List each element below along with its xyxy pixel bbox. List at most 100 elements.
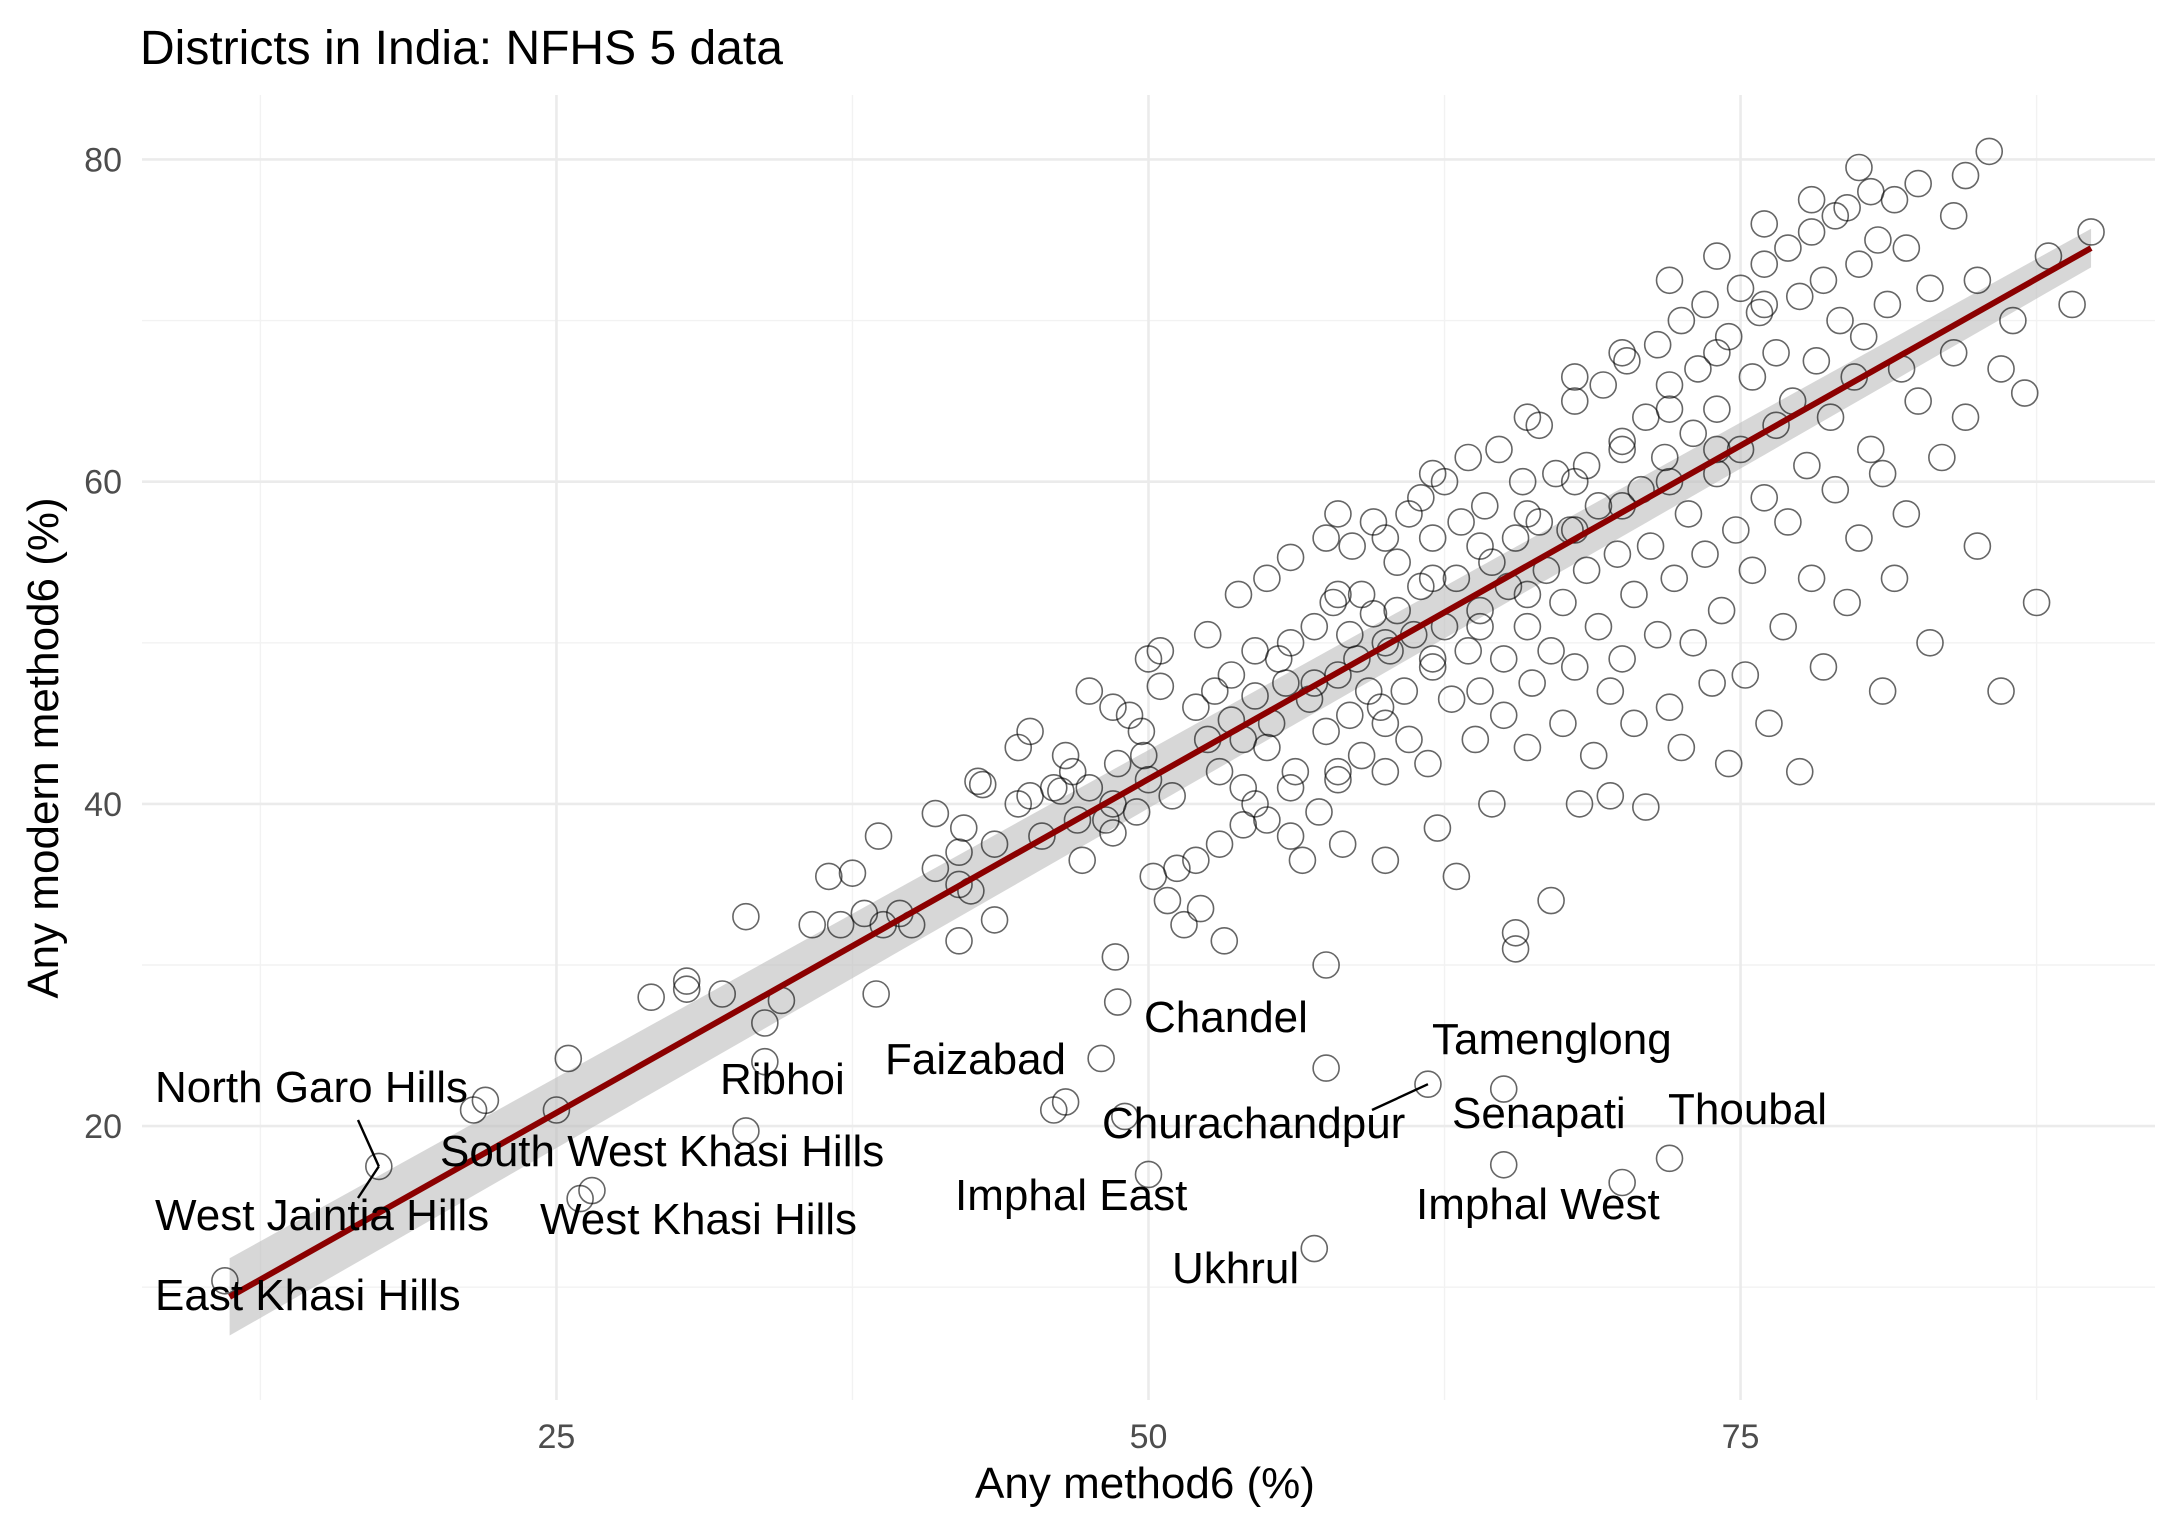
data-point (1513, 733, 1542, 762)
data-point (751, 1009, 779, 1037)
data-point (1987, 355, 2015, 383)
data-point (1319, 588, 1348, 617)
data-point (1371, 846, 1400, 875)
data-point (1466, 677, 1494, 705)
data-point (1276, 543, 1305, 572)
data-point (1418, 524, 1447, 552)
data-point (1205, 757, 1234, 786)
data-point (1359, 599, 1388, 628)
data-point (1963, 266, 1992, 295)
data-point (1560, 467, 1589, 496)
data-point (1916, 628, 1944, 657)
data-point (1774, 508, 1802, 536)
data-point (1608, 645, 1636, 673)
data-point (2058, 290, 2086, 319)
data-point (1437, 685, 1466, 713)
data-point (1939, 202, 1968, 230)
data-point (1857, 435, 1885, 464)
data-point (1608, 435, 1636, 464)
data-point (1501, 524, 1530, 552)
data-point (1371, 709, 1400, 738)
data-point (1087, 1044, 1115, 1073)
data-point (1103, 988, 1132, 1016)
data-point (1414, 1070, 1442, 1099)
data-point (1253, 806, 1281, 834)
data-point (1750, 250, 1779, 278)
data-point (1620, 580, 1648, 609)
data-point (1288, 846, 1317, 875)
data-point (1745, 298, 1774, 327)
data-point (1916, 274, 1944, 303)
leader-line (356, 1165, 380, 1199)
data-point (1679, 419, 1707, 448)
chart-title: Districts in India: NFHS 5 data (140, 22, 783, 75)
data-point (1632, 403, 1660, 432)
data-point (1418, 564, 1447, 593)
data-point (1703, 242, 1731, 270)
data-point (1193, 620, 1222, 649)
data-point (459, 1096, 488, 1124)
data-point (1904, 169, 1932, 198)
data-point (1797, 218, 1826, 246)
data-point (1975, 137, 2004, 166)
data-point (1584, 492, 1613, 520)
data-point (1880, 564, 1909, 593)
data-point (1016, 717, 1044, 746)
data-point (1542, 459, 1570, 488)
data-point (1774, 234, 1802, 262)
data-point (1324, 757, 1352, 786)
point-label: West Jaintia Hills (155, 1191, 489, 1240)
data-point (1343, 645, 1371, 673)
data-point (1281, 757, 1310, 786)
data-point (1489, 1075, 1518, 1103)
data-point (1987, 677, 2015, 705)
data-point (1414, 749, 1442, 778)
data-points (211, 137, 2105, 1295)
data-point (1466, 612, 1494, 641)
data-point (1039, 773, 1068, 802)
data-point (1241, 682, 1269, 710)
data-point (1845, 250, 1873, 278)
data-point (1229, 811, 1258, 839)
data-point (798, 910, 827, 939)
data-point (1802, 347, 1831, 375)
data-point (1722, 516, 1750, 544)
data-point (1485, 435, 1513, 464)
data-point (1158, 782, 1186, 810)
data-point (1241, 637, 1269, 665)
data-point (1769, 612, 1797, 641)
data-point (211, 1266, 239, 1295)
data-point (1655, 371, 1684, 399)
point-label: Tamenglong (1432, 1015, 1672, 1064)
data-point (1707, 596, 1736, 625)
data-point (814, 862, 843, 891)
data-point (949, 814, 978, 842)
data-point (1051, 1088, 1080, 1116)
x-axis-ticks: 25 50 75 (538, 1418, 1760, 1456)
data-point (1300, 1234, 1329, 1263)
data-point (1039, 1096, 1068, 1124)
point-label: Faizabad (885, 1035, 1066, 1084)
data-point (1738, 363, 1767, 391)
data-point (1636, 532, 1665, 560)
data-point (1075, 677, 1104, 705)
data-point (1253, 564, 1281, 593)
data-point (1939, 338, 1968, 367)
data-point (921, 854, 950, 883)
data-point (1999, 306, 2027, 335)
data-point (1797, 185, 1826, 214)
data-point (968, 770, 997, 799)
data-point (1186, 894, 1215, 923)
data-point (1608, 338, 1636, 367)
data-point (1347, 580, 1376, 609)
data-point (1655, 1144, 1684, 1173)
data-point (1383, 548, 1411, 577)
data-point (1028, 822, 1056, 850)
data-point (1513, 500, 1542, 528)
data-point (1816, 403, 1845, 432)
data-point (1390, 677, 1419, 705)
data-point (1655, 395, 1684, 423)
y-axis-title: Any modern method6 (%) (19, 497, 68, 998)
data-point (1584, 612, 1613, 641)
data-point (1063, 806, 1092, 834)
